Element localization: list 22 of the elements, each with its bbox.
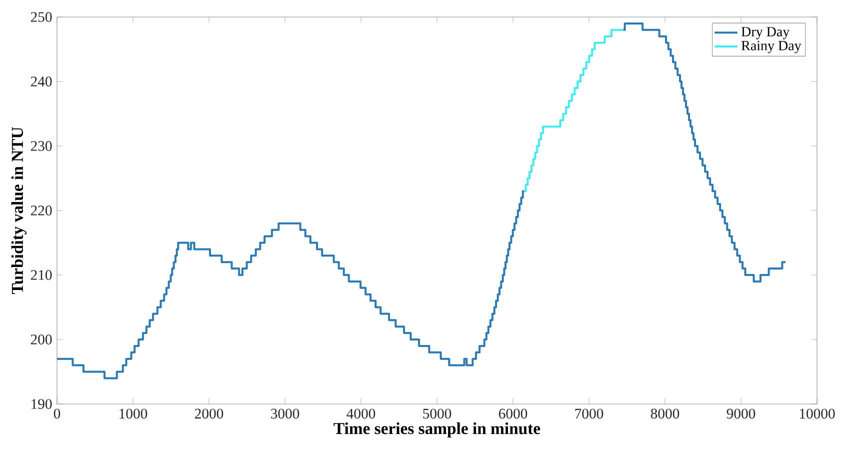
y-tick-label: 210 bbox=[30, 270, 52, 280]
x-axis-title: Time series sample in minute bbox=[334, 422, 540, 438]
legend-label: Rainy Day bbox=[741, 40, 802, 54]
y-tick-label: 200 bbox=[30, 334, 52, 344]
x-tick-label: 0 bbox=[54, 408, 60, 419]
x-tick-label: 2000 bbox=[194, 408, 224, 419]
legend-label: Dry Day bbox=[741, 27, 790, 40]
x-tick-label: 8000 bbox=[650, 408, 680, 419]
x-tick-label: 9000 bbox=[726, 408, 756, 419]
x-tick-label: 10000 bbox=[800, 408, 835, 419]
y-tick-label: 230 bbox=[30, 141, 52, 151]
y-tick-label: 190 bbox=[32, 399, 52, 409]
y-axis-title: Turbidity value in NTU bbox=[11, 127, 26, 294]
x-tick-label: 6000 bbox=[498, 408, 528, 419]
x-tick-label: 4000 bbox=[346, 408, 376, 419]
x-tick-label: 5000 bbox=[423, 408, 452, 419]
y-tick-label: 240 bbox=[30, 76, 52, 86]
y-tick-label: 220 bbox=[30, 206, 52, 216]
x-tick-label: 7000 bbox=[575, 408, 604, 419]
x-tick-label: 3000 bbox=[271, 408, 300, 419]
x-tick-label: 1000 bbox=[120, 408, 148, 419]
y-tick-label: 250 bbox=[30, 12, 52, 22]
